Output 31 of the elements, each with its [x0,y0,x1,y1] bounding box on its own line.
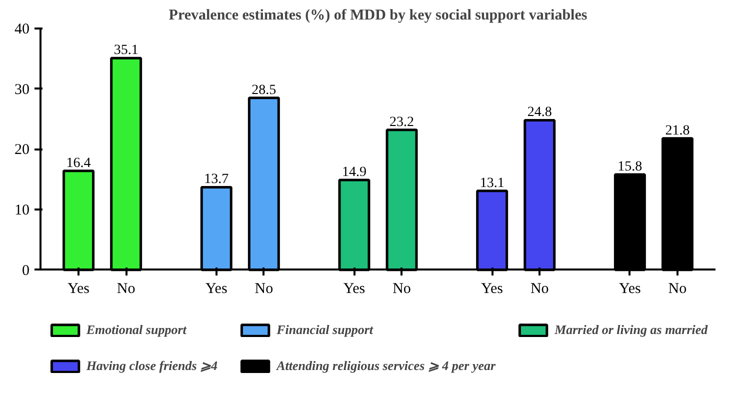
data-label: 35.1 [114,43,138,58]
y-tick-label: 30 [14,82,30,98]
data-label: 13.7 [204,172,229,188]
y-tick-label: 20 [14,142,30,158]
y-tick-label: 0 [22,262,30,279]
data-label: 23.2 [390,114,414,130]
legend-label: Financial support [276,322,374,338]
data-label: 21.8 [665,123,690,138]
y-tick-label: 40 [14,22,30,38]
x-tick-label: Yes [481,280,504,297]
x-tick-label: No [254,280,274,297]
legend-label: Married or living as married [554,322,708,338]
legend-label: Having close friends ⩾4 [86,358,218,374]
x-tick-label: Yes [343,280,366,297]
x-tick-label: Yes [68,280,90,297]
x-tick-label: Yes [619,280,642,297]
y-tick-label: 10 [14,202,30,219]
x-tick-label: No [530,280,549,297]
data-label: 16.4 [66,156,91,171]
data-label: 28.5 [252,82,276,98]
data-label: 24.8 [527,105,552,120]
legend-label: Emotional support [86,322,186,338]
data-label: 13.1 [480,176,504,191]
x-tick-label: No [668,280,687,297]
legend-label: Attending religious services ⩾ 4 per year [276,358,496,374]
data-label: 15.8 [618,160,642,175]
chart-title: Prevalence estimates (%) of MDD by key social support variables [168,8,588,24]
data-label: 14.9 [342,164,366,180]
x-tick-label: Yes [205,280,228,297]
x-tick-label: No [116,280,136,297]
x-tick-label: No [392,280,411,297]
